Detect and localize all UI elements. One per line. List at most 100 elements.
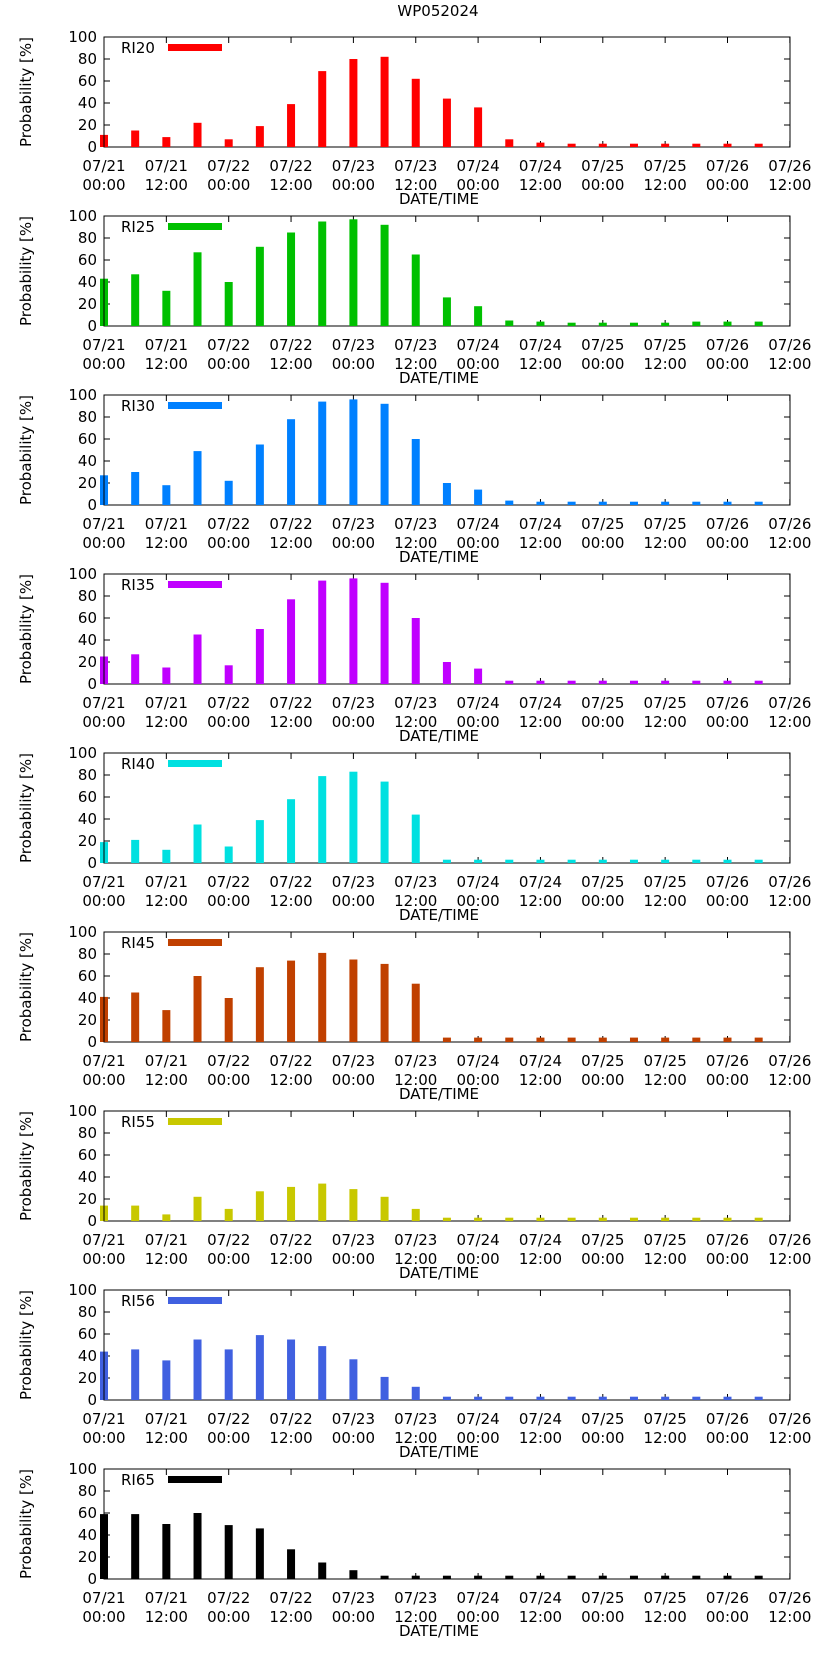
bar bbox=[754, 1575, 763, 1579]
bar bbox=[505, 139, 514, 147]
x-tick-label-time: 00:00 bbox=[456, 892, 499, 910]
x-tick-label-time: 00:00 bbox=[332, 713, 375, 731]
x-tick-label-time: 00:00 bbox=[332, 355, 375, 373]
x-tick-label-time: 12:00 bbox=[269, 1608, 312, 1626]
bar bbox=[661, 859, 670, 863]
bar bbox=[349, 399, 358, 505]
bar bbox=[380, 963, 389, 1042]
bar bbox=[162, 667, 171, 684]
bar bbox=[536, 1575, 545, 1579]
x-tick-label-time: 12:00 bbox=[644, 1071, 687, 1089]
bar bbox=[442, 1217, 451, 1221]
bar bbox=[723, 1575, 732, 1579]
bar bbox=[661, 1037, 670, 1042]
x-tick-label-time: 12:00 bbox=[519, 534, 562, 552]
x-tick-label-time: 00:00 bbox=[207, 713, 250, 731]
bar bbox=[754, 859, 763, 863]
bar bbox=[131, 839, 140, 863]
bar bbox=[162, 485, 171, 505]
x-tick-label-date: 07/22 bbox=[269, 336, 312, 354]
x-tick-label-date: 07/22 bbox=[207, 1410, 250, 1428]
x-tick-label-time: 12:00 bbox=[145, 1429, 188, 1447]
x-tick-label-date: 07/26 bbox=[706, 694, 749, 712]
chart-panel-ri25: 02040608010007/2100:0007/2112:0007/2200:… bbox=[17, 207, 811, 387]
x-tick-label-time: 12:00 bbox=[145, 1608, 188, 1626]
y-tick-label: 20 bbox=[78, 1011, 97, 1029]
bar bbox=[162, 1360, 171, 1400]
y-tick-label: 100 bbox=[68, 1102, 97, 1120]
x-tick-label-date: 07/24 bbox=[519, 1589, 562, 1607]
y-tick-label: 100 bbox=[68, 1460, 97, 1478]
x-tick-label-date: 07/24 bbox=[456, 1052, 499, 1070]
x-tick-label-date: 07/25 bbox=[644, 1052, 687, 1070]
bar bbox=[380, 582, 389, 684]
x-tick-label-date: 07/26 bbox=[768, 1410, 811, 1428]
x-tick-label-time: 12:00 bbox=[644, 892, 687, 910]
x-tick-label-date: 07/26 bbox=[768, 1589, 811, 1607]
x-tick-label-time: 12:00 bbox=[269, 1429, 312, 1447]
bar bbox=[318, 776, 327, 863]
bar bbox=[692, 1575, 701, 1579]
bar bbox=[318, 71, 327, 147]
x-tick-label-date: 07/26 bbox=[768, 1052, 811, 1070]
y-tick-label: 40 bbox=[78, 273, 97, 291]
bar bbox=[255, 444, 264, 505]
x-tick-label-date: 07/23 bbox=[332, 336, 375, 354]
y-tick-label: 40 bbox=[78, 1526, 97, 1544]
x-tick-label-date: 07/25 bbox=[644, 1410, 687, 1428]
bar bbox=[536, 859, 545, 863]
bar bbox=[474, 859, 483, 863]
x-tick-label-date: 07/23 bbox=[332, 157, 375, 175]
y-tick-label: 0 bbox=[87, 1033, 97, 1051]
y-tick-label: 80 bbox=[78, 1303, 97, 1321]
bar bbox=[661, 501, 670, 505]
legend-label: RI65 bbox=[121, 1471, 155, 1489]
x-tick-label-date: 07/23 bbox=[332, 1410, 375, 1428]
x-tick-label-date: 07/24 bbox=[519, 1231, 562, 1249]
x-tick-label-time: 00:00 bbox=[706, 1429, 749, 1447]
x-axis-title: DATE/TIME bbox=[399, 1264, 479, 1282]
x-tick-label-time: 12:00 bbox=[768, 176, 811, 194]
y-tick-label: 0 bbox=[87, 854, 97, 872]
x-axis-title: DATE/TIME bbox=[399, 906, 479, 924]
x-tick-label-time: 12:00 bbox=[394, 176, 437, 194]
x-axis-title: DATE/TIME bbox=[399, 548, 479, 566]
x-tick-label-date: 07/23 bbox=[394, 157, 437, 175]
bar bbox=[380, 224, 389, 326]
bar bbox=[224, 998, 233, 1042]
bar bbox=[131, 274, 140, 326]
y-tick-label: 40 bbox=[78, 94, 97, 112]
bar bbox=[505, 1575, 514, 1579]
x-tick-label-date: 07/26 bbox=[706, 873, 749, 891]
x-tick-label-time: 12:00 bbox=[644, 534, 687, 552]
bar bbox=[318, 1562, 327, 1579]
chart-panel-ri55: 02040608010007/2100:0007/2112:0007/2200:… bbox=[17, 1102, 811, 1282]
x-tick-label-date: 07/26 bbox=[706, 1231, 749, 1249]
bar bbox=[131, 1514, 140, 1579]
x-tick-label-date: 07/25 bbox=[644, 515, 687, 533]
y-tick-label: 40 bbox=[78, 1347, 97, 1365]
x-tick-label-time: 12:00 bbox=[394, 1608, 437, 1626]
bar bbox=[474, 489, 483, 505]
x-tick-label-time: 00:00 bbox=[706, 1608, 749, 1626]
bar bbox=[754, 143, 763, 147]
x-tick-label-date: 07/24 bbox=[456, 336, 499, 354]
bar bbox=[692, 859, 701, 863]
bar bbox=[255, 246, 264, 326]
x-tick-label-date: 07/26 bbox=[768, 336, 811, 354]
bar bbox=[224, 480, 233, 505]
bar bbox=[162, 1010, 171, 1042]
x-tick-label-date: 07/25 bbox=[581, 1589, 624, 1607]
y-tick-label: 20 bbox=[78, 295, 97, 313]
bar bbox=[287, 1186, 296, 1221]
y-axis-title: Probability [%] bbox=[17, 932, 35, 1042]
bar bbox=[474, 1396, 483, 1400]
bar bbox=[661, 322, 670, 326]
x-tick-label-time: 12:00 bbox=[269, 176, 312, 194]
bar bbox=[567, 322, 576, 326]
x-tick-label-date: 07/24 bbox=[456, 1231, 499, 1249]
bar bbox=[754, 1217, 763, 1221]
x-tick-label-time: 00:00 bbox=[332, 1071, 375, 1089]
bar bbox=[411, 1575, 420, 1579]
bar bbox=[536, 1396, 545, 1400]
